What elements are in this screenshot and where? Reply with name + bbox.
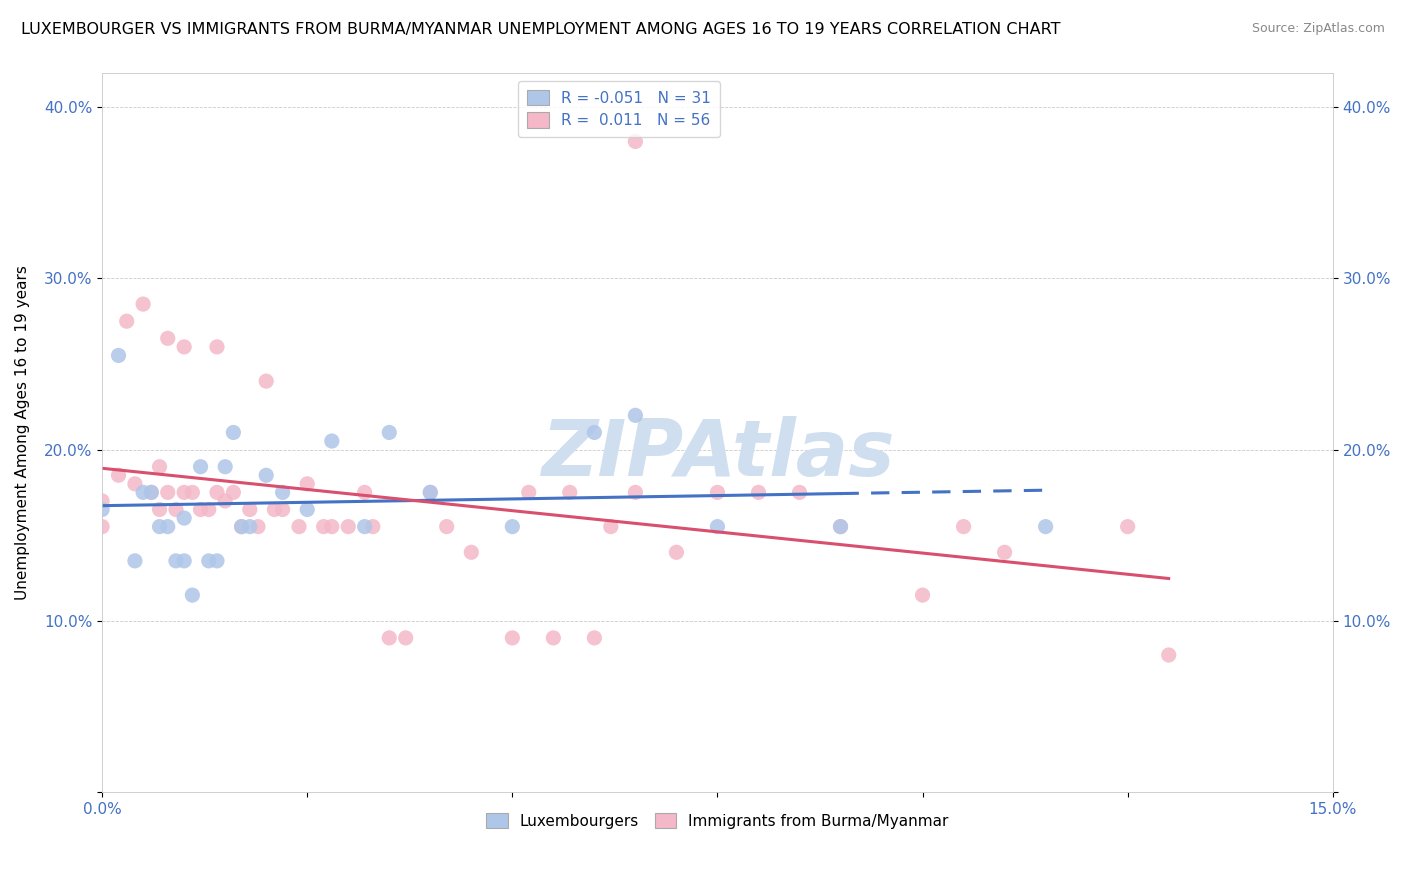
Point xyxy=(156,331,179,345)
Point xyxy=(173,485,195,500)
Point xyxy=(156,485,179,500)
Point xyxy=(583,425,606,440)
Point xyxy=(239,502,262,516)
Text: Source: ZipAtlas.com: Source: ZipAtlas.com xyxy=(1251,22,1385,36)
Point xyxy=(361,519,384,533)
Text: ZIPAtlas: ZIPAtlas xyxy=(541,416,894,492)
Point xyxy=(107,348,129,362)
Point xyxy=(91,494,114,508)
Point xyxy=(148,502,170,516)
Point xyxy=(246,519,269,533)
Point xyxy=(747,485,769,500)
Point xyxy=(706,519,728,533)
Point xyxy=(141,485,163,500)
Point xyxy=(173,340,195,354)
Point xyxy=(148,459,170,474)
Point xyxy=(239,519,262,533)
Point xyxy=(830,519,852,533)
Point xyxy=(1157,648,1180,662)
Point xyxy=(263,502,285,516)
Point xyxy=(789,485,811,500)
Point xyxy=(181,588,204,602)
Point xyxy=(501,631,523,645)
Point xyxy=(297,502,319,516)
Point xyxy=(173,511,195,525)
Point xyxy=(665,545,688,559)
Point xyxy=(115,314,138,328)
Point xyxy=(205,340,228,354)
Point xyxy=(214,459,236,474)
Point xyxy=(271,485,294,500)
Point xyxy=(830,519,852,533)
Point xyxy=(205,485,228,500)
Point xyxy=(337,519,360,533)
Text: LUXEMBOURGER VS IMMIGRANTS FROM BURMA/MYANMAR UNEMPLOYMENT AMONG AGES 16 TO 19 Y: LUXEMBOURGER VS IMMIGRANTS FROM BURMA/MY… xyxy=(21,22,1060,37)
Point xyxy=(297,476,319,491)
Point xyxy=(165,502,187,516)
Point xyxy=(460,545,482,559)
Point xyxy=(231,519,253,533)
Point xyxy=(156,519,179,533)
Point xyxy=(436,519,458,533)
Point xyxy=(994,545,1017,559)
Point xyxy=(190,459,212,474)
Point xyxy=(353,519,375,533)
Point xyxy=(395,631,418,645)
Point xyxy=(321,434,343,448)
Point xyxy=(132,485,155,500)
Point xyxy=(165,554,187,568)
Point xyxy=(91,519,114,533)
Point xyxy=(124,476,146,491)
Point xyxy=(107,468,129,483)
Point xyxy=(141,485,163,500)
Point xyxy=(501,519,523,533)
Point xyxy=(312,519,335,533)
Point xyxy=(181,485,204,500)
Point xyxy=(353,485,375,500)
Point xyxy=(558,485,581,500)
Point xyxy=(197,554,219,568)
Point xyxy=(1116,519,1139,533)
Point xyxy=(231,519,253,533)
Legend: Luxembourgers, Immigrants from Burma/Myanmar: Luxembourgers, Immigrants from Burma/Mya… xyxy=(481,806,955,835)
Point xyxy=(132,297,155,311)
Point xyxy=(378,631,401,645)
Point xyxy=(1035,519,1057,533)
Point xyxy=(214,494,236,508)
Point xyxy=(124,554,146,568)
Point xyxy=(517,485,540,500)
Point xyxy=(952,519,974,533)
Point xyxy=(583,631,606,645)
Point xyxy=(706,485,728,500)
Point xyxy=(624,485,647,500)
Point xyxy=(254,468,277,483)
Point xyxy=(197,502,219,516)
Point xyxy=(222,485,245,500)
Point xyxy=(288,519,311,533)
Point xyxy=(599,519,621,533)
Y-axis label: Unemployment Among Ages 16 to 19 years: Unemployment Among Ages 16 to 19 years xyxy=(15,265,30,600)
Point xyxy=(624,409,647,423)
Point xyxy=(419,485,441,500)
Point xyxy=(173,554,195,568)
Point xyxy=(543,631,565,645)
Point xyxy=(419,485,441,500)
Point xyxy=(91,502,114,516)
Point xyxy=(321,519,343,533)
Point xyxy=(271,502,294,516)
Point xyxy=(378,425,401,440)
Point xyxy=(205,554,228,568)
Point xyxy=(222,425,245,440)
Point xyxy=(190,502,212,516)
Point xyxy=(254,374,277,388)
Point xyxy=(148,519,170,533)
Point xyxy=(911,588,934,602)
Point xyxy=(624,135,647,149)
